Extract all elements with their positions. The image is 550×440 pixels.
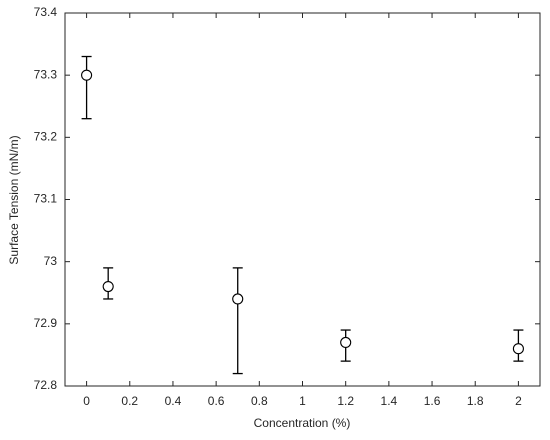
y-tick-label: 73.4 — [34, 5, 58, 19]
x-tick-label: 0 — [83, 394, 90, 408]
x-tick-label: 0.2 — [121, 394, 138, 408]
y-tick-label: 73.3 — [34, 67, 58, 81]
x-tick-label: 1 — [299, 394, 306, 408]
y-tick-label: 73 — [44, 254, 58, 268]
x-tick-label: 0.8 — [251, 394, 268, 408]
marker — [102, 280, 114, 293]
x-axis-label: Concentration (%) — [254, 416, 351, 430]
marker — [81, 69, 93, 81]
x-tick-label: 0.6 — [208, 394, 225, 408]
x-tick-label: 1.6 — [424, 394, 441, 408]
x-tick-label: 0.4 — [165, 394, 182, 408]
y-tick-label: 72.8 — [34, 378, 58, 392]
y-axis-label: Surface Tension (mN/m) — [7, 135, 21, 264]
marker — [232, 293, 244, 305]
marker — [340, 336, 352, 349]
y-tick-label: 72.9 — [34, 316, 58, 330]
marker — [512, 343, 524, 355]
x-tick-label: 2 — [515, 394, 522, 408]
x-tick-label: 1.2 — [337, 394, 354, 408]
y-tick-label: 73.1 — [34, 192, 58, 206]
x-tick-label: 1.4 — [381, 394, 398, 408]
x-tick-label: 1.8 — [467, 394, 484, 408]
y-tick-label: 73.2 — [34, 130, 58, 144]
